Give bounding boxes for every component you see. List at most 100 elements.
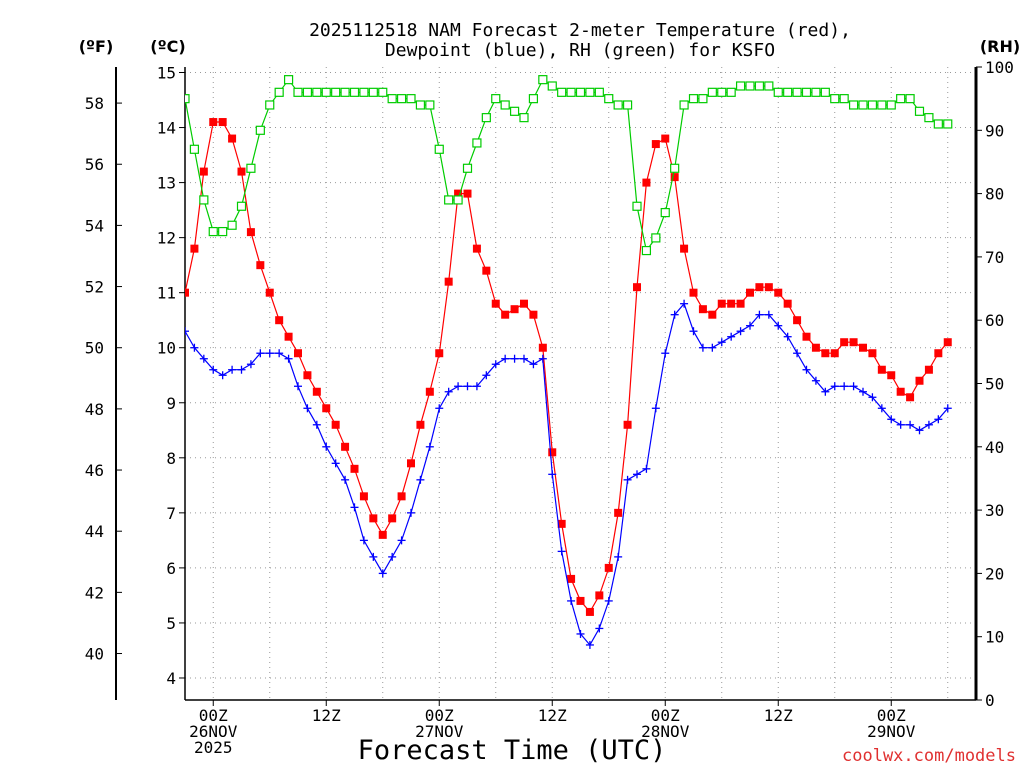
data-point [236,201,247,211]
data-point [407,459,415,468]
data-point [680,299,689,308]
data-point [727,299,736,308]
data-point [208,226,218,237]
data-point [585,607,594,616]
data-point [848,100,859,110]
data-point [613,100,623,110]
data-point [284,332,293,341]
y-tick-label-fahrenheit: 44 [85,522,104,541]
data-point [905,94,915,104]
data-point [472,138,482,148]
data-point [341,442,350,451]
data-point [924,420,933,429]
data-point [237,167,246,176]
data-point [185,288,189,297]
y-tick-label-celsius: 6 [166,559,176,578]
data-point [661,349,670,358]
series-rh [185,75,953,256]
y-tick-label-rh: 60 [985,311,1004,330]
y-tick-label-rh: 80 [985,185,1004,204]
data-point [185,327,189,336]
data-point [661,134,670,143]
x-axis-label: Forecast Time (UTC) [358,735,667,766]
data-point [633,283,641,292]
data-point [877,404,886,413]
x-tick-label: 12Z [538,706,567,725]
data-point [275,349,284,358]
data-point [454,189,463,198]
data-point [368,87,378,97]
data-series [185,75,953,649]
data-point [199,354,208,363]
data-point [435,349,444,358]
data-point [529,310,538,319]
data-point [349,87,360,97]
data-point [548,448,557,457]
data-point [491,299,500,308]
y-tick-label-celsius: 15 [157,64,176,83]
data-point [472,244,481,253]
data-point [576,596,585,605]
data-point [416,420,425,429]
data-point [943,338,952,347]
data-point [755,283,764,292]
y-tick-label-rh: 90 [985,121,1004,140]
data-point [294,382,302,391]
data-point [802,332,811,341]
x-tick-label: 26NOV [189,722,238,741]
y-tick-label-fahrenheit: 56 [85,155,104,174]
y-tick-label-fahrenheit: 54 [85,216,104,235]
data-point [284,354,293,363]
data-point [463,382,472,391]
data-point [726,87,736,97]
data-point [425,387,434,396]
data-point [914,106,925,116]
data-point [510,354,519,363]
data-point [623,475,632,484]
data-point [482,266,491,275]
data-point [359,87,369,97]
data-point [802,365,811,374]
data-point [189,144,200,154]
data-point [604,563,613,572]
data-point [793,316,802,325]
data-point [774,288,783,297]
data-point [283,75,294,85]
x-tick-label: 12Z [312,706,341,725]
data-point [387,94,397,104]
data-point [736,327,745,336]
data-point [369,552,378,561]
data-point [435,404,444,413]
x-tick-label: 28NOV [641,722,690,741]
data-point [199,195,209,205]
data-point [670,163,680,173]
data-point [830,382,839,391]
data-point [331,87,341,97]
x-tick-label: 29NOV [867,722,916,741]
data-point [585,87,595,97]
data-point [906,393,915,402]
data-point [481,113,491,123]
y-tick-label-celsius: 8 [166,449,176,468]
data-point [735,81,746,91]
data-point [915,426,924,435]
data-point [717,87,727,97]
data-point [811,343,820,352]
data-point [707,87,717,97]
data-point [896,387,905,396]
data-point [321,87,331,97]
data-point [246,163,256,173]
data-point [906,420,915,429]
data-point [510,305,519,314]
data-point [688,94,699,104]
data-point [604,596,613,605]
y-tick-label-celsius: 4 [166,669,176,688]
data-point [453,195,463,205]
data-point [727,332,736,341]
data-point [237,365,246,374]
data-point [359,536,368,545]
data-point [868,349,877,358]
data-point [801,87,812,97]
data-point [491,94,501,104]
data-point [303,371,312,380]
